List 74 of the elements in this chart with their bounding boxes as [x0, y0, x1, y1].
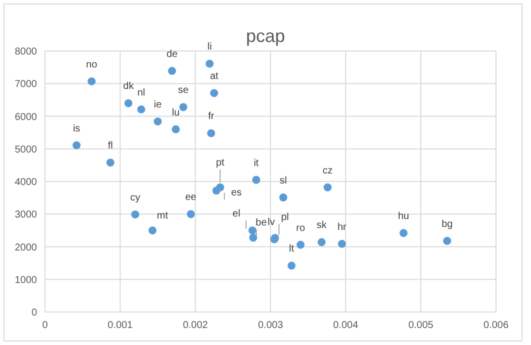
data-label: sl: [280, 175, 287, 186]
point: [248, 226, 256, 234]
data-label: pl: [281, 212, 289, 223]
y-tick-label: 2000: [14, 242, 38, 254]
point: [207, 129, 216, 138]
y-tick-label: 7000: [14, 79, 38, 90]
data-label: at: [210, 71, 219, 82]
point: [88, 77, 96, 86]
data-label: mt: [156, 210, 168, 222]
data-label: cz: [322, 165, 333, 176]
data-label: de: [166, 48, 178, 60]
x-tick-label: 0.003: [258, 320, 284, 331]
data-label: hr: [337, 222, 348, 233]
data-label: es: [231, 188, 242, 199]
data-label: ro: [296, 222, 306, 234]
y-tick-label: 3000: [14, 210, 38, 221]
data-label: cy: [130, 192, 140, 204]
point: [249, 234, 258, 242]
point: [186, 210, 195, 218]
data-label: lu: [172, 107, 180, 118]
data-label: bg: [442, 218, 453, 230]
x-tick-label: 0.002: [182, 320, 208, 331]
chart-title: pcap: [246, 26, 286, 46]
point: [210, 89, 218, 98]
x-tick-label: 0.001: [108, 320, 134, 331]
point: [106, 158, 114, 167]
point: [212, 186, 220, 195]
point: [131, 210, 140, 218]
point: [288, 262, 296, 270]
data-label: ie: [154, 99, 162, 110]
point: [148, 226, 156, 234]
data-label: ee: [185, 192, 197, 204]
data-label: dk: [123, 81, 135, 92]
x-tick-label: 0.005: [408, 320, 434, 331]
y-tick-label: 0: [31, 308, 38, 318]
point: [137, 105, 146, 114]
data-label: it: [254, 158, 259, 169]
point: [72, 141, 81, 150]
data-label: lt: [289, 244, 294, 255]
data-label: is: [72, 123, 80, 134]
y-tick-label: 5000: [14, 144, 38, 156]
data-label: li: [207, 42, 212, 53]
y-tick-label: 8000: [14, 46, 38, 58]
point: [172, 125, 180, 134]
data-label: be: [256, 218, 268, 229]
data-label: lv: [268, 217, 275, 228]
point: [324, 183, 332, 192]
x-tick-label: 0: [42, 320, 48, 331]
point: [168, 66, 176, 75]
y-tick-label: 4000: [14, 177, 38, 188]
data-label: sk: [316, 220, 328, 232]
data-label: no: [86, 59, 98, 70]
data-label: fr: [208, 111, 215, 122]
y-tick-label: 1000: [14, 274, 38, 286]
data-label: nl: [137, 87, 146, 98]
point: [443, 236, 452, 245]
data-label: el: [232, 208, 240, 220]
data-label: hu: [398, 211, 410, 222]
point: [318, 238, 326, 246]
point: [279, 193, 288, 202]
point: [252, 176, 260, 184]
point: [338, 240, 346, 248]
point: [179, 103, 188, 112]
data-label: pt: [216, 157, 225, 168]
point: [154, 117, 162, 126]
x-tick-label: 0.004: [333, 320, 359, 331]
y-tick-label: 6000: [14, 112, 38, 123]
data-label: se: [178, 85, 190, 96]
point: [124, 99, 132, 108]
x-tick-label: 0.006: [483, 320, 509, 331]
point: [400, 229, 408, 238]
point: [296, 240, 305, 249]
point: [206, 60, 214, 68]
data-label: fl: [108, 140, 113, 152]
